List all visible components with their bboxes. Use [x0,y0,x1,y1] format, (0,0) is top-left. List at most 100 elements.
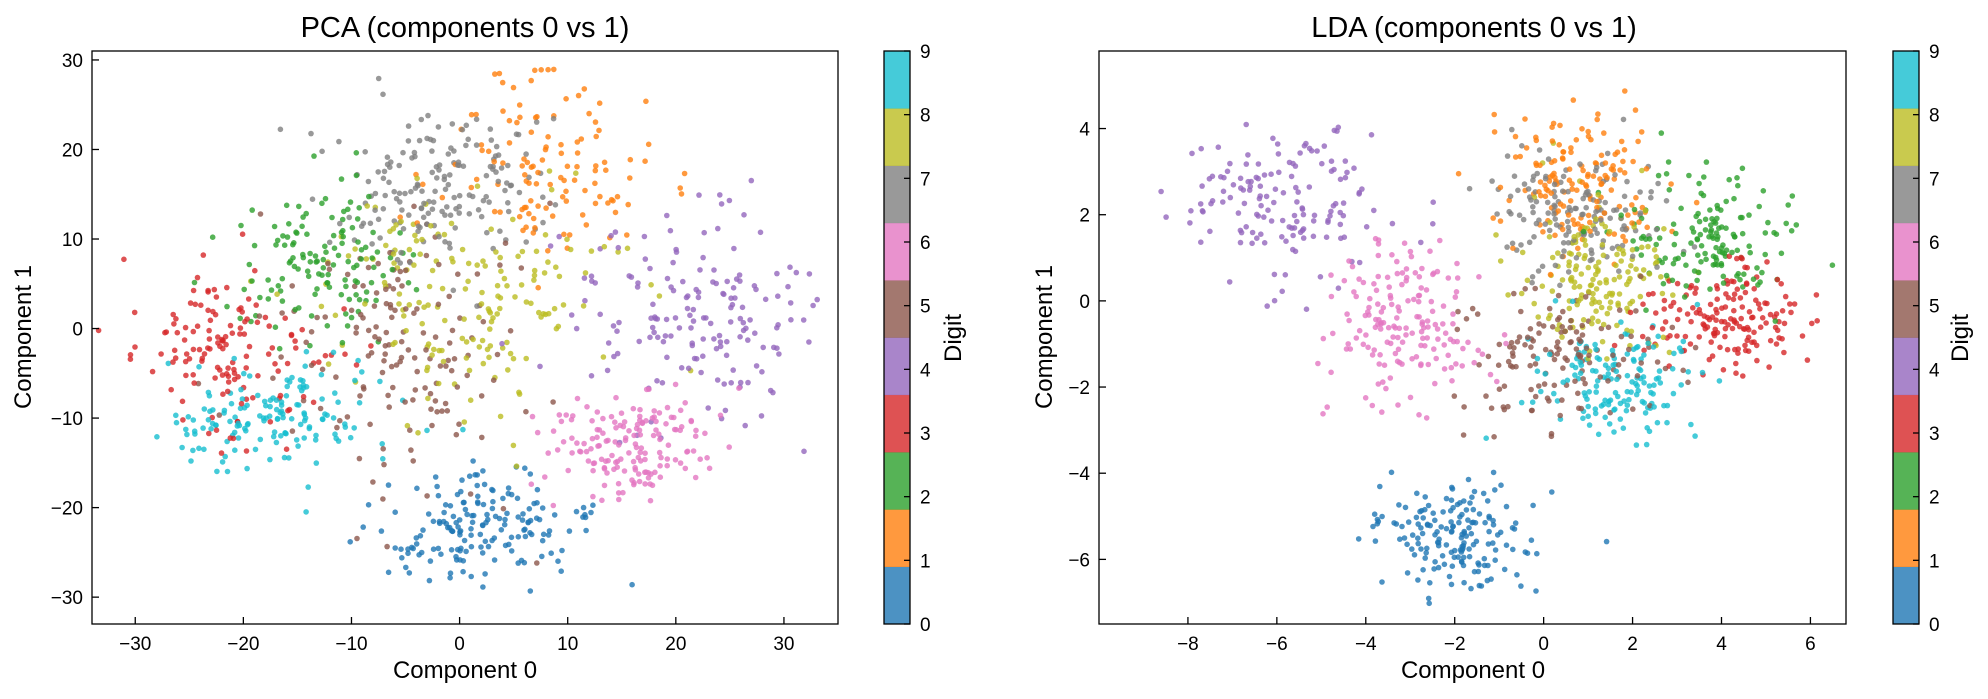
lda-point-digit-1 [1610,163,1616,169]
pca-point-digit-8 [498,268,504,275]
lda-point-digit-6 [1375,241,1382,247]
pca-point-digit-0 [522,526,528,533]
pca-point-digit-9 [335,438,342,444]
pca-point-digit-1 [473,111,479,118]
pca-point-digit-7 [441,173,448,180]
pca-point-digit-7 [523,239,529,245]
lda-point-digit-4 [1332,200,1339,207]
pca-point-digit-7 [475,207,482,213]
pca-point-digit-8 [439,285,446,292]
lda-point-digit-6 [1425,361,1432,368]
pca-point-digit-7 [447,245,453,251]
lda-point-digit-4 [1240,187,1247,193]
pca-point-digit-4 [814,296,820,303]
lda-point-digit-6 [1383,385,1389,392]
lda-point-digit-2 [1714,262,1721,268]
lda-point-digit-1 [1622,88,1628,94]
lda-point-digit-2 [1731,195,1737,202]
lda-point-digit-8 [1627,300,1633,307]
pca-point-digit-7 [393,195,400,202]
lda-point-digit-2 [1760,188,1767,194]
lda-x-tick-label: −8 [1177,634,1199,655]
lda-point-digit-9 [1610,362,1616,368]
lda-point-digit-6 [1375,381,1382,387]
pca-point-digit-2 [413,286,420,293]
lda-point-digit-0 [1447,508,1454,514]
pca-point-digit-3 [230,435,237,442]
lda-point-digit-9 [1518,399,1525,406]
lda-point-digit-5 [1532,285,1538,292]
lda-point-digit-7 [1559,253,1565,260]
lda-point-digit-8 [1611,276,1618,283]
pca-point-digit-0 [435,492,442,499]
lda-point-digit-9 [1564,377,1571,384]
pca-point-digit-2 [387,254,394,261]
lda-point-digit-0 [1430,510,1436,516]
pca-point-digit-3 [183,351,190,357]
pca-point-digit-7 [498,165,505,171]
pca-point-digit-7 [447,172,453,178]
pca-point-digit-9 [261,418,267,424]
pca-point-digit-3 [190,346,197,353]
lda-point-digit-8 [1629,247,1636,253]
pca-point-digit-8 [553,264,559,271]
lda-point-digit-4 [1389,220,1396,227]
pca-point-digit-6 [591,460,598,466]
pca-point-digit-6 [613,425,619,431]
pca-point-digit-3 [207,346,213,352]
pca-point-digit-8 [624,245,631,252]
pca-point-digit-7 [429,169,436,176]
lda-point-digit-4 [1215,144,1222,150]
lda-point-digit-5 [1578,405,1585,412]
pca-point-digit-0 [490,498,496,505]
pca-y-tick-label: 30 [62,51,83,72]
pca-point-digit-3 [288,332,295,339]
lda-point-digit-6 [1453,361,1459,367]
lda-point-digit-7 [1516,212,1523,218]
lda-point-digit-4 [1340,212,1347,219]
pca-point-digit-8 [504,339,510,346]
pca-point-digit-1 [439,194,446,201]
pca-point-digit-2 [312,291,318,298]
lda-point-digit-9 [1605,371,1612,377]
lda-point-digit-6 [1424,318,1431,324]
lda-point-digit-5 [1586,352,1592,359]
pca-point-digit-3 [252,267,258,274]
lda-point-digit-5 [1556,346,1562,353]
pca-point-digit-7 [336,138,342,145]
pca-point-digit-2 [283,202,290,209]
pca-point-digit-0 [426,577,433,584]
pca-point-digit-8 [474,262,481,268]
pca-point-digit-0 [504,510,510,517]
pca-point-digit-0 [457,548,463,554]
pca-point-digit-6 [637,406,643,413]
pca-point-digit-2 [307,342,313,349]
pca-point-digit-7 [411,149,418,156]
pca-point-digit-0 [558,568,564,574]
pca-point-digit-1 [528,129,535,135]
pca-point-digit-4 [659,380,666,386]
lda-point-digit-7 [1560,240,1567,246]
pca-point-digit-9 [179,444,185,451]
lda-point-digit-1 [1574,187,1580,193]
pca-point-digit-4 [713,280,719,287]
lda-point-digit-8 [1549,288,1556,294]
pca-point-digit-9 [306,425,313,432]
lda-point-digit-1 [1455,170,1462,177]
lda-point-digit-5 [1559,397,1565,403]
lda-point-digit-6 [1372,235,1379,242]
lda-point-digit-6 [1330,330,1336,337]
pca-point-digit-6 [631,480,637,486]
pca-point-digit-7 [493,143,500,150]
pca-point-digit-5 [360,283,366,289]
lda-point-digit-7 [1592,226,1598,232]
pca-point-digit-4 [597,311,603,318]
pca-point-digit-5 [351,283,358,290]
pca-point-digit-4 [689,342,696,349]
pca-point-digit-3 [212,375,218,381]
lda-point-digit-0 [1448,549,1455,556]
pca-point-digit-9 [222,453,228,460]
lda-point-digit-5 [1474,311,1481,317]
pca-colorbar-tick-label: 7 [920,169,931,190]
pca-x-tick-label: 10 [557,634,578,655]
